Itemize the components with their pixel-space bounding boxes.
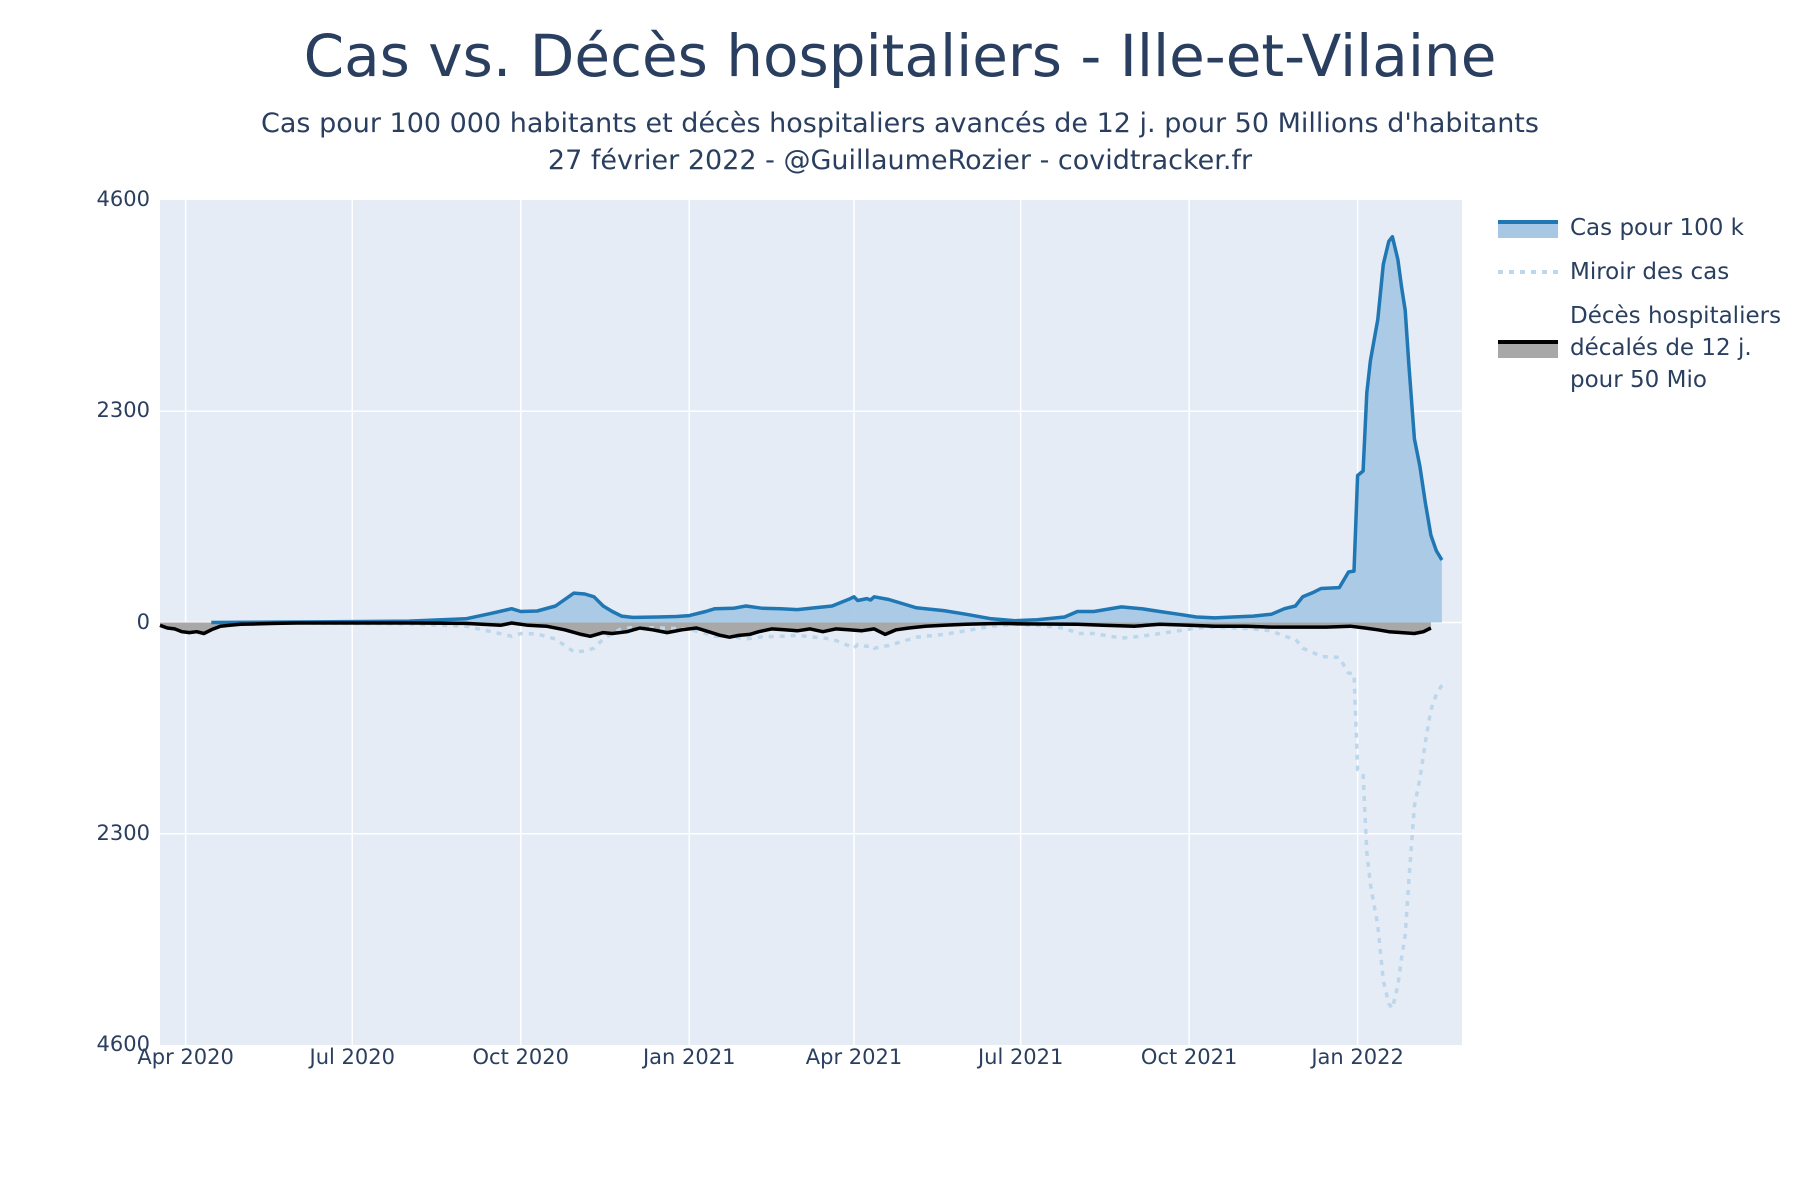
chart-subtitle-line1: Cas pour 100 000 habitants et décès hosp… <box>261 108 1539 139</box>
y-tick-label: 4600 <box>96 187 150 211</box>
legend-swatch-mirror-graphic <box>1498 270 1558 274</box>
x-tick-label: Apr 2020 <box>137 1045 234 1069</box>
x-tick-label: Jul 2021 <box>977 1045 1064 1069</box>
series-cases-line <box>211 234 1444 625</box>
series-mirror-line <box>211 620 1444 1013</box>
legend-swatch-cases-graphic <box>1498 220 1558 238</box>
x-tick-label: Oct 2021 <box>1140 1045 1238 1069</box>
legend-swatch-cases <box>1498 212 1558 244</box>
series-deaths-line <box>159 621 1432 639</box>
chart-title: Cas vs. Décès hospitaliers - Ille-et-Vil… <box>303 22 1497 90</box>
legend-deaths-fill <box>1498 342 1558 358</box>
legend: Cas pour 100 k Miroir des cas Décès hosp… <box>1498 212 1781 408</box>
legend-label-deaths-2: décalés de 12 j. <box>1570 335 1752 361</box>
x-tick-label: Jul 2020 <box>309 1045 395 1069</box>
legend-swatch-deaths <box>1498 332 1558 364</box>
legend-item-deaths[interactable]: Décès hospitaliers décalés de 12 j. pour… <box>1498 300 1781 396</box>
x-tick-label: Jan 2022 <box>1311 1045 1404 1069</box>
x-tick-label: Jan 2021 <box>642 1045 736 1069</box>
y-tick-label: 4600 <box>96 1032 150 1056</box>
legend-label-mirror: Miroir des cas <box>1570 259 1730 285</box>
legend-label-cases: Cas pour 100 k <box>1570 215 1744 241</box>
legend-label-deaths-3: pour 50 Mio <box>1570 367 1707 393</box>
legend-swatch-deaths-graphic <box>1498 340 1558 358</box>
y-tick-label: 2300 <box>96 398 150 423</box>
legend-item-cases[interactable]: Cas pour 100 k <box>1498 212 1781 244</box>
legend-swatch-mirror <box>1498 256 1558 288</box>
legend-label-deaths-1: Décès hospitaliers <box>1570 303 1782 329</box>
y-tick-label: 0 <box>136 609 150 634</box>
series <box>159 234 1444 1013</box>
y-tick-label: 2300 <box>96 820 150 845</box>
legend-item-mirror[interactable]: Miroir des cas <box>1498 256 1781 288</box>
x-tick-label: Apr 2021 <box>805 1045 903 1069</box>
legend-cases-fill <box>1498 222 1558 238</box>
x-tick-label: Oct 2020 <box>472 1045 569 1069</box>
chart-subtitle-line2: 27 février 2022 - @GuillaumeRozier - cov… <box>547 145 1253 176</box>
